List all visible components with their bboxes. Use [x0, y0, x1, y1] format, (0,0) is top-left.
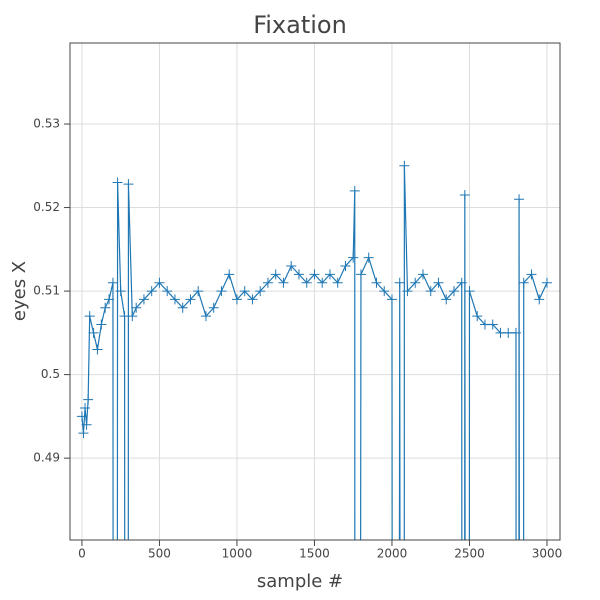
- data-point: [510, 327, 521, 338]
- data-point: [185, 294, 196, 305]
- data-point: [402, 286, 413, 297]
- data-point: [138, 294, 149, 305]
- data-point: [301, 277, 312, 288]
- y-tick-label: 0.52: [33, 200, 60, 214]
- y-tick-label: 0.49: [33, 451, 60, 465]
- data-point: [92, 344, 103, 355]
- data-point: [81, 419, 92, 430]
- data-point: [115, 286, 126, 297]
- x-tick-label: 3000: [532, 547, 563, 561]
- data-point: [456, 277, 467, 288]
- data-point: [112, 177, 123, 188]
- y-axis-label: eyes X: [9, 261, 30, 321]
- data-point: [363, 252, 374, 263]
- data-point: [76, 411, 87, 422]
- data-point: [472, 311, 483, 322]
- data-point: [399, 160, 410, 171]
- data-point: [324, 269, 335, 280]
- x-tick-label: 1000: [222, 547, 253, 561]
- data-point: [208, 302, 219, 313]
- data-point: [534, 294, 545, 305]
- data-point: [459, 190, 470, 201]
- chart-title: Fixation: [253, 11, 347, 39]
- data-point: [239, 286, 250, 297]
- data-point: [349, 185, 360, 196]
- data-point: [80, 403, 91, 414]
- data-point: [379, 286, 390, 297]
- data-point: [417, 269, 428, 280]
- data-point: [84, 311, 95, 322]
- data-point: [200, 311, 211, 322]
- x-tick-label: 0: [78, 547, 86, 561]
- data-point: [526, 269, 537, 280]
- data-point: [154, 277, 165, 288]
- data-point: [127, 311, 138, 322]
- data-point: [286, 261, 297, 272]
- data-point: [83, 394, 94, 405]
- data-point: [270, 269, 281, 280]
- data-point: [340, 261, 351, 272]
- data-point: [386, 294, 397, 305]
- data-point: [123, 179, 134, 190]
- data-point: [224, 269, 235, 280]
- data-point: [88, 327, 99, 338]
- data-point: [514, 194, 525, 205]
- data-point: [262, 277, 273, 288]
- data-point: [464, 286, 475, 297]
- y-tick-label: 0.51: [33, 284, 60, 298]
- data-point: [146, 286, 157, 297]
- data-point: [433, 277, 444, 288]
- data-point: [131, 302, 142, 313]
- data-point: [231, 294, 242, 305]
- data-point: [216, 286, 227, 297]
- x-axis-label: sample #: [257, 571, 343, 592]
- data-point: [96, 319, 107, 330]
- data-point: [107, 277, 118, 288]
- data-point: [247, 294, 258, 305]
- data-point: [162, 286, 173, 297]
- data-point: [332, 277, 343, 288]
- x-tick-label: 2500: [454, 547, 485, 561]
- data-point: [193, 286, 204, 297]
- data-point: [309, 269, 320, 280]
- data-point: [177, 302, 188, 313]
- y-tick-label: 0.5: [41, 367, 60, 381]
- data-point: [293, 269, 304, 280]
- x-tick-label: 500: [148, 547, 171, 561]
- x-tick-label: 1500: [299, 547, 330, 561]
- data-point: [487, 319, 498, 330]
- y-tick-label: 0.53: [33, 117, 60, 131]
- data-point: [100, 302, 111, 313]
- data-point: [441, 294, 452, 305]
- data-point: [169, 294, 180, 305]
- data-point: [394, 277, 405, 288]
- data-point: [348, 252, 359, 263]
- data-point: [410, 277, 421, 288]
- data-point: [78, 428, 89, 439]
- data-point: [518, 277, 529, 288]
- data-point: [317, 277, 328, 288]
- data-line: [81, 165, 548, 540]
- data-point: [425, 286, 436, 297]
- data-point: [448, 286, 459, 297]
- data-point: [255, 286, 266, 297]
- data-point: [355, 269, 366, 280]
- data-point: [371, 277, 382, 288]
- data-point: [541, 277, 552, 288]
- x-tick-label: 2000: [377, 547, 408, 561]
- data-point: [104, 294, 115, 305]
- data-point: [278, 277, 289, 288]
